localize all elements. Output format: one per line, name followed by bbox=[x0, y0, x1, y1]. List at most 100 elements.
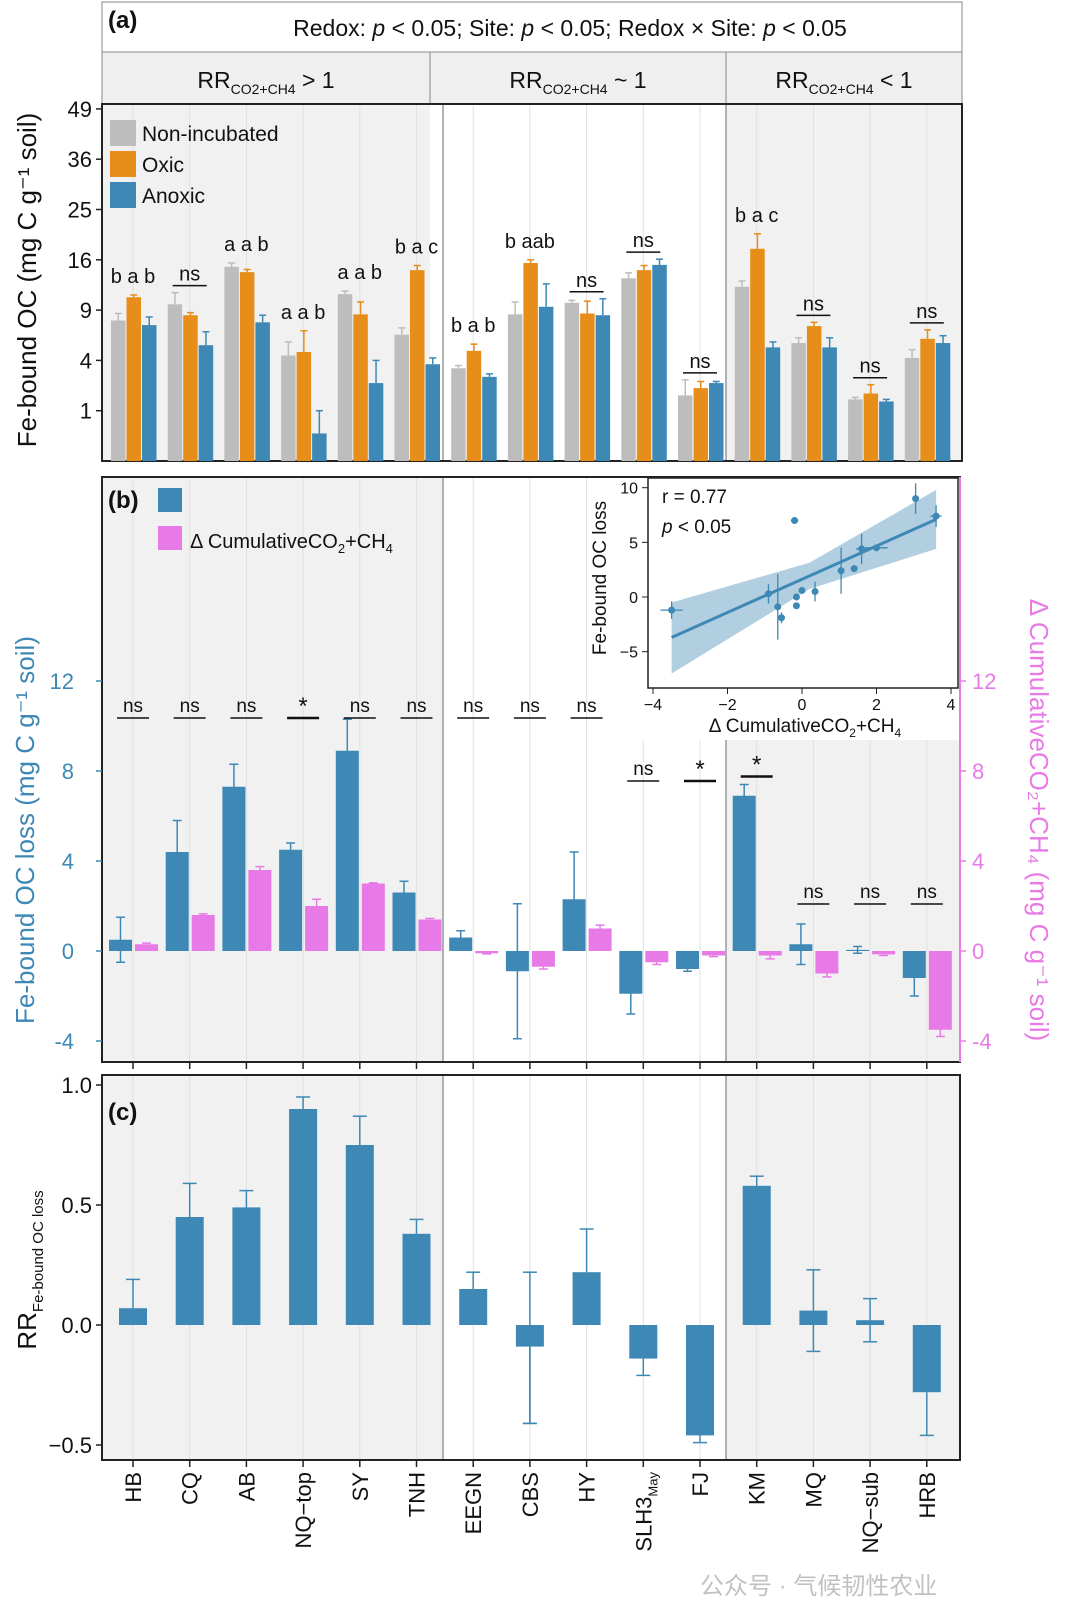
panel-a-title: Redox: p < 0.05; Site: p < 0.05; Redox ×… bbox=[293, 15, 847, 41]
significance-letters: a a b bbox=[224, 234, 268, 256]
facet-sub: CO2+CH4 bbox=[231, 81, 296, 97]
data-point bbox=[764, 590, 772, 598]
data-point bbox=[932, 512, 940, 520]
bar-non-incubated bbox=[848, 399, 863, 461]
bar-fe-bound-oc-loss bbox=[619, 951, 643, 994]
significance-label: ns bbox=[577, 696, 597, 717]
confidence-band bbox=[671, 489, 937, 674]
facet-background bbox=[102, 477, 443, 1062]
y-tick-label-left: 12 bbox=[50, 669, 74, 694]
bar-non-incubated bbox=[507, 314, 523, 461]
site-name: SLH3 bbox=[631, 1497, 656, 1552]
panel-c: (c) −0.5 0.0 0.5 1.0 RRFe-bound OC loss bbox=[12, 1073, 961, 1461]
bar-oxic bbox=[410, 270, 425, 461]
y-tick-label: 0.0 bbox=[61, 1313, 92, 1338]
data-point bbox=[850, 565, 858, 573]
x-tick-label: 0 bbox=[798, 697, 807, 714]
bar-anoxic bbox=[142, 325, 157, 461]
site-label: AB bbox=[234, 1472, 259, 1501]
x-title-part: +CH bbox=[856, 716, 895, 737]
site-name: TNH bbox=[405, 1472, 430, 1517]
site-label: KM bbox=[745, 1472, 770, 1505]
site-label: HB bbox=[121, 1472, 146, 1503]
y-tick-label: 4 bbox=[80, 348, 92, 373]
bar-delta-co2-ch4 bbox=[305, 906, 329, 951]
site-label: SY bbox=[348, 1472, 373, 1502]
site-name: NQ−sub bbox=[858, 1472, 883, 1553]
y-tick-label-right: 4 bbox=[972, 849, 984, 874]
x-axis-site-labels: HB CQ AB NQ−top SY TNH EEGN CBS HY SLH3May FJ KM MQ N… bbox=[121, 1062, 940, 1553]
facet-rest: ~ 1 bbox=[608, 67, 647, 93]
significance-letters: a a b bbox=[281, 302, 325, 324]
bar-anoxic bbox=[482, 376, 497, 461]
y-tick-label-right: 0 bbox=[972, 939, 984, 964]
bar-anoxic bbox=[425, 364, 440, 461]
correlation-r: r = 0.77 bbox=[662, 487, 727, 508]
title-part: < 0.05; Site: bbox=[385, 15, 521, 41]
significance-letters: b a b bbox=[451, 315, 495, 337]
site-name: HY bbox=[575, 1472, 600, 1503]
data-point bbox=[774, 603, 782, 611]
bar-oxic bbox=[693, 388, 708, 461]
y-tick-label-right: 12 bbox=[972, 669, 996, 694]
bar-oxic bbox=[126, 297, 141, 461]
significance-label: ns bbox=[803, 882, 823, 903]
panel-label: (a) bbox=[108, 7, 137, 34]
bar-anoxic bbox=[765, 347, 781, 461]
data-point bbox=[778, 614, 786, 622]
legend-swatch bbox=[110, 120, 136, 146]
title-part: p bbox=[520, 15, 534, 41]
bar-delta-co2-ch4 bbox=[815, 951, 839, 974]
title-part: p bbox=[762, 15, 776, 41]
facet-main: RR bbox=[197, 67, 230, 93]
bar-rr bbox=[119, 1308, 147, 1325]
legend-swatch bbox=[110, 151, 136, 177]
data-point bbox=[858, 545, 866, 553]
site-name: HRB bbox=[915, 1472, 940, 1518]
legend-swatch bbox=[158, 488, 182, 512]
watermark: 公众号 · 气候韧性农业 bbox=[700, 1573, 937, 1600]
site-label: TNH bbox=[405, 1472, 430, 1517]
bar-delta-co2-ch4 bbox=[645, 951, 669, 963]
facet-main: RR bbox=[775, 67, 808, 93]
y-tick-label: 25 bbox=[68, 198, 92, 223]
x-tick-label: −4 bbox=[644, 697, 662, 714]
site-name: SY bbox=[348, 1472, 373, 1502]
bar-delta-co2-ch4 bbox=[135, 944, 158, 951]
panel-label: (b) bbox=[108, 487, 139, 514]
bar-oxic bbox=[353, 314, 368, 461]
bar-oxic bbox=[239, 272, 255, 461]
bar-fe-bound-oc-loss bbox=[676, 951, 699, 969]
site-name: CBS bbox=[518, 1472, 543, 1517]
data-point bbox=[798, 586, 806, 594]
site-label: CQ bbox=[178, 1472, 203, 1505]
y-tick-label-right: -4 bbox=[972, 1029, 992, 1054]
bar-anoxic bbox=[595, 315, 611, 461]
y-title-sub: Fe-bound OC loss bbox=[30, 1190, 47, 1312]
bar-anoxic bbox=[879, 401, 894, 461]
site-label: CBS bbox=[518, 1472, 543, 1517]
site-label: FJ bbox=[688, 1472, 713, 1496]
significance-label: ns bbox=[633, 759, 653, 780]
site-label: HRB bbox=[915, 1472, 940, 1518]
y-tick-label-left: -4 bbox=[54, 1029, 74, 1054]
legend-swatch bbox=[158, 526, 182, 550]
site-name: KM bbox=[745, 1472, 770, 1505]
bar-delta-co2-ch4 bbox=[418, 919, 442, 951]
bar-non-incubated bbox=[337, 294, 353, 461]
panel-label: (c) bbox=[108, 1099, 137, 1126]
site-label: HY bbox=[575, 1472, 600, 1503]
bar-fe-bound-oc-loss bbox=[335, 750, 359, 951]
bar-non-incubated bbox=[791, 343, 806, 461]
legend-label: Δ CumulativeCO2+CH4 bbox=[190, 531, 393, 556]
bar-non-incubated bbox=[678, 395, 693, 461]
data-point bbox=[912, 495, 920, 503]
bar-rr bbox=[459, 1289, 488, 1325]
bar-oxic bbox=[750, 248, 765, 461]
legend-label: Non-incubated bbox=[142, 123, 279, 146]
bar-non-incubated bbox=[564, 302, 580, 461]
site-label: NQ−top bbox=[291, 1472, 316, 1548]
bar-fe-bound-oc-loss bbox=[279, 849, 303, 951]
significance-label: * bbox=[752, 752, 761, 779]
